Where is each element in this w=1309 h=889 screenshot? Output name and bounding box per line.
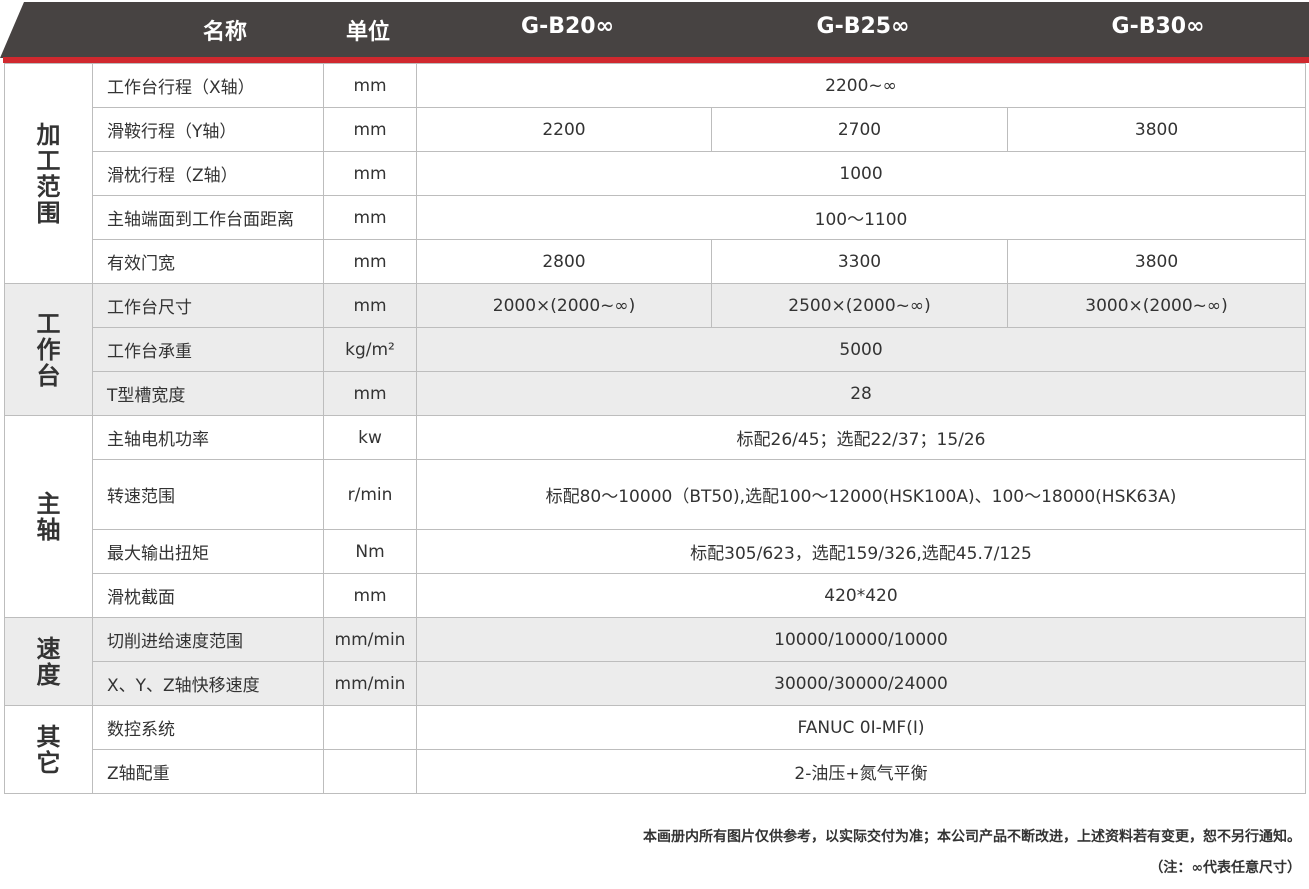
spec-unit: mm (323, 371, 417, 416)
spec-unit: mm (323, 107, 417, 152)
header-unit: 单位 (345, 20, 390, 45)
spec-value: 28 (415, 371, 1307, 416)
header-name: 名称 (202, 20, 247, 45)
spec-unit: mm (323, 239, 417, 284)
spec-value: 2800 (416, 239, 712, 284)
spec-value: 标配80～10000（BT50),选配100～12000(HSK100A)、10… (415, 459, 1307, 530)
table-row: 速 度切削进给速度范围 mm/min 10000/10000/10000 (4, 617, 1307, 706)
spec-unit: mm/min (323, 661, 417, 706)
spec-unit: kw (323, 415, 417, 460)
spec-value: 3800 (1006, 239, 1307, 284)
header-model-3: G-B30∞ (1111, 14, 1205, 39)
spec-value: 2700 (711, 107, 1008, 152)
spec-name: 工作台承重 (92, 327, 324, 372)
group-label: 主 轴 (4, 415, 93, 618)
spec-table: 加 工 范 围工作台行程（X轴） mm 2200~∞ 滑鞍行程（Y轴） mm 2200 27… (4, 63, 1307, 794)
spec-value: 2000×(2000~∞) (416, 283, 712, 328)
infinity-note: （注：∞代表任意尺寸） (1149, 860, 1301, 876)
spec-value: FANUC 0I-MF(I) (415, 705, 1307, 750)
spec-unit: Nm (323, 529, 417, 574)
spec-value: 3300 (711, 239, 1008, 284)
spec-value: 2200 (416, 107, 712, 152)
spec-unit: mm (323, 283, 417, 328)
spec-unit: mm (323, 573, 417, 618)
spec-name: 滑枕截面 (92, 573, 324, 618)
table-row: X、Y、Z轴快移速度 mm/min 30000/30000/24000 (5, 661, 1307, 706)
spec-name: 转速范围 (92, 459, 324, 530)
group-label: 加 工 范 围 (4, 63, 93, 284)
disclaimer-note: 本画册内所有图片仅供参考，以实际交付为准；本公司产品不断改进，上述资料若有变更，… (643, 829, 1301, 845)
table-row: 主 轴主轴电机功率 kw 标配26/45；选配22/37；15/26 (4, 415, 1307, 618)
header-model-2: G-B25∞ (816, 14, 910, 39)
spec-value: 3000×(2000~∞) (1006, 283, 1307, 328)
spec-value: 标配305/623，选配159/326,选配45.7/125 (415, 529, 1307, 574)
spec-value: 2-油压+氮气平衡 (415, 749, 1307, 794)
spec-name: 主轴端面到工作台面距离 (92, 195, 324, 240)
table-row: 工作台承重 kg/m² 5000 (5, 327, 1307, 372)
spec-value: 标配26/45；选配22/37；15/26 (415, 415, 1307, 460)
spec-name: 有效门宽 (92, 239, 324, 284)
spec-value: 420*420 (415, 573, 1307, 618)
table-row: 主轴端面到工作台面距离 mm 100～1100 (5, 195, 1307, 240)
spec-name: 滑鞍行程（Y轴） (92, 107, 324, 152)
spec-unit: mm/min (323, 617, 417, 662)
spec-name: T型槽宽度 (92, 371, 324, 416)
table-row: 工 作 台工作台尺寸 mm 2000×(2000~∞) 2500×(2000~∞) 30… (4, 283, 1307, 416)
spec-name: 工作台尺寸 (92, 283, 324, 328)
group-label: 工 作 台 (4, 283, 93, 416)
header-accent-line (3, 57, 1309, 63)
spec-value: 5000 (415, 327, 1307, 372)
table-row: 最大输出扭矩 Nm 标配305/623，选配159/326,选配45.7/125 (5, 529, 1307, 574)
spec-name: 工作台行程（X轴） (92, 63, 324, 108)
table-header (0, 2, 1309, 58)
table-row: Z轴配重 2-油压+氮气平衡 (5, 749, 1307, 794)
spec-name: 切削进给速度范围 (92, 617, 324, 662)
spec-name: 数控系统 (92, 705, 324, 750)
spec-name: 主轴电机功率 (92, 415, 324, 460)
header-model-1: G-B20∞ (521, 14, 614, 39)
group-label: 速 度 (4, 617, 93, 706)
spec-value: 30000/30000/24000 (415, 661, 1307, 706)
table-row: T型槽宽度 mm 28 (5, 371, 1307, 416)
spec-name: Z轴配重 (92, 749, 324, 794)
spec-value: 2200~∞ (415, 63, 1307, 108)
table-row: 滑枕截面 mm 420*420 (5, 573, 1307, 618)
spec-unit: kg/m² (323, 327, 417, 372)
table-row: 滑枕行程（Z轴） mm 1000 (5, 151, 1307, 196)
table-row: 滑鞍行程（Y轴） mm 2200 2700 3800 (5, 107, 1307, 152)
spec-value: 3800 (1006, 107, 1307, 152)
table-row: 加 工 范 围工作台行程（X轴） mm 2200~∞ (4, 63, 1307, 284)
spec-unit: mm (323, 195, 417, 240)
spec-value: 1000 (415, 151, 1307, 196)
spec-name: 滑枕行程（Z轴） (92, 151, 324, 196)
spec-value: 10000/10000/10000 (415, 617, 1307, 662)
spec-value: 2500×(2000~∞) (711, 283, 1008, 328)
table-row: 其 它数控系统 FANUC 0I-MF(I) (4, 705, 1307, 794)
spec-unit (323, 705, 417, 750)
group-label: 其 它 (4, 705, 93, 794)
table-row: 有效门宽 mm 2800 3300 3800 (5, 239, 1307, 284)
table-row: 转速范围 r/min 标配80～10000（BT50),选配100～12000(HS… (5, 459, 1307, 530)
spec-name: 最大输出扭矩 (92, 529, 324, 574)
spec-unit: mm (323, 63, 417, 108)
spec-name: X、Y、Z轴快移速度 (92, 661, 324, 706)
spec-value: 100～1100 (415, 195, 1307, 240)
spec-unit (323, 749, 417, 794)
spec-unit: mm (323, 151, 417, 196)
spec-unit: r/min (323, 459, 417, 530)
